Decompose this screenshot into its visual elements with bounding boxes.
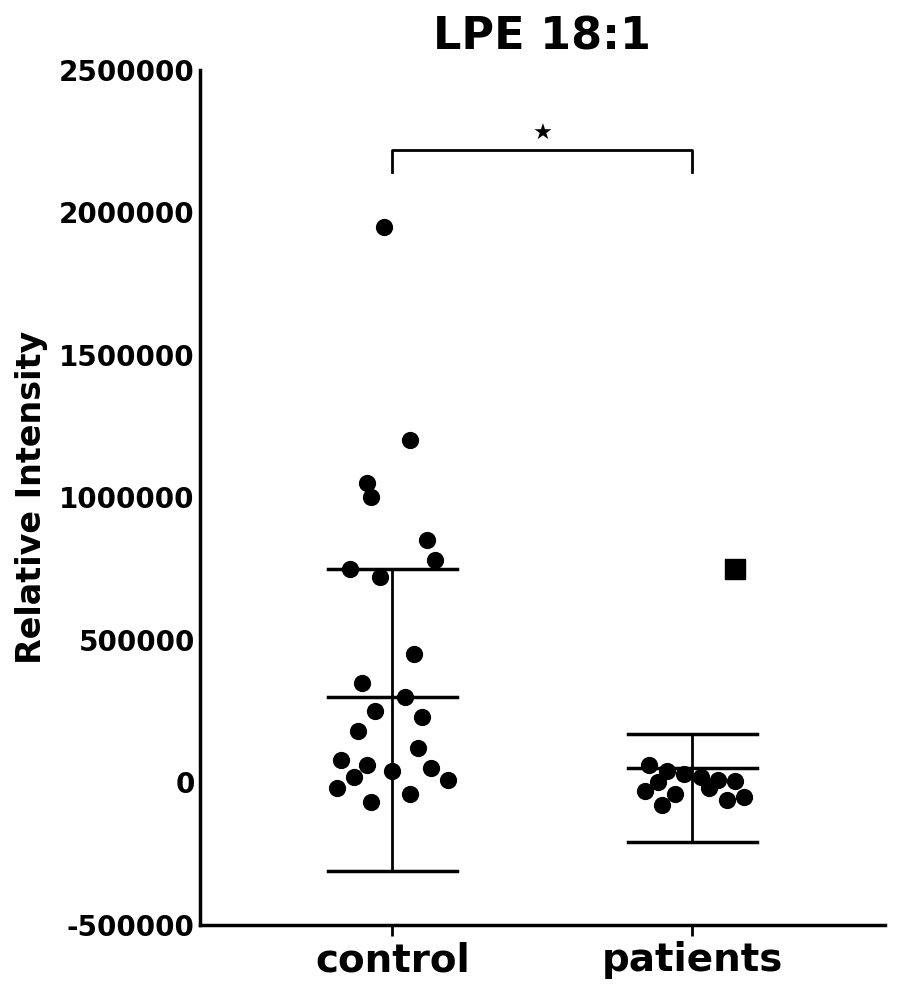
Point xyxy=(719,791,733,807)
Point xyxy=(643,757,657,773)
Point xyxy=(360,757,374,773)
Point xyxy=(356,675,370,691)
Point xyxy=(346,768,361,784)
Point xyxy=(368,704,382,720)
Point xyxy=(364,489,378,505)
Point xyxy=(660,763,674,779)
Point xyxy=(424,760,438,776)
Point xyxy=(677,766,691,782)
Title: LPE 18:1: LPE 18:1 xyxy=(434,15,652,58)
Point xyxy=(373,570,387,585)
Point xyxy=(360,475,374,491)
Point xyxy=(411,741,426,756)
Point xyxy=(651,774,665,790)
Point xyxy=(364,794,378,810)
Point xyxy=(402,786,417,802)
Point xyxy=(385,763,400,779)
Y-axis label: Relative Intensity: Relative Intensity xyxy=(15,331,48,664)
Text: ★: ★ xyxy=(533,124,553,144)
Point xyxy=(398,689,412,705)
Point xyxy=(711,771,725,787)
Point xyxy=(736,789,751,805)
Point xyxy=(334,751,348,767)
Point xyxy=(728,773,742,789)
Point xyxy=(351,724,365,740)
Point xyxy=(402,432,417,448)
Point xyxy=(342,561,356,577)
Point xyxy=(694,768,708,784)
Point xyxy=(702,780,716,796)
Point xyxy=(419,532,434,548)
Point xyxy=(655,797,670,813)
Point xyxy=(407,646,421,662)
Point xyxy=(441,771,455,787)
Point xyxy=(668,786,682,802)
Point xyxy=(428,553,443,569)
Point xyxy=(728,561,742,577)
Point xyxy=(329,780,344,796)
Point xyxy=(377,219,392,235)
Point xyxy=(415,709,429,725)
Point xyxy=(638,783,652,799)
